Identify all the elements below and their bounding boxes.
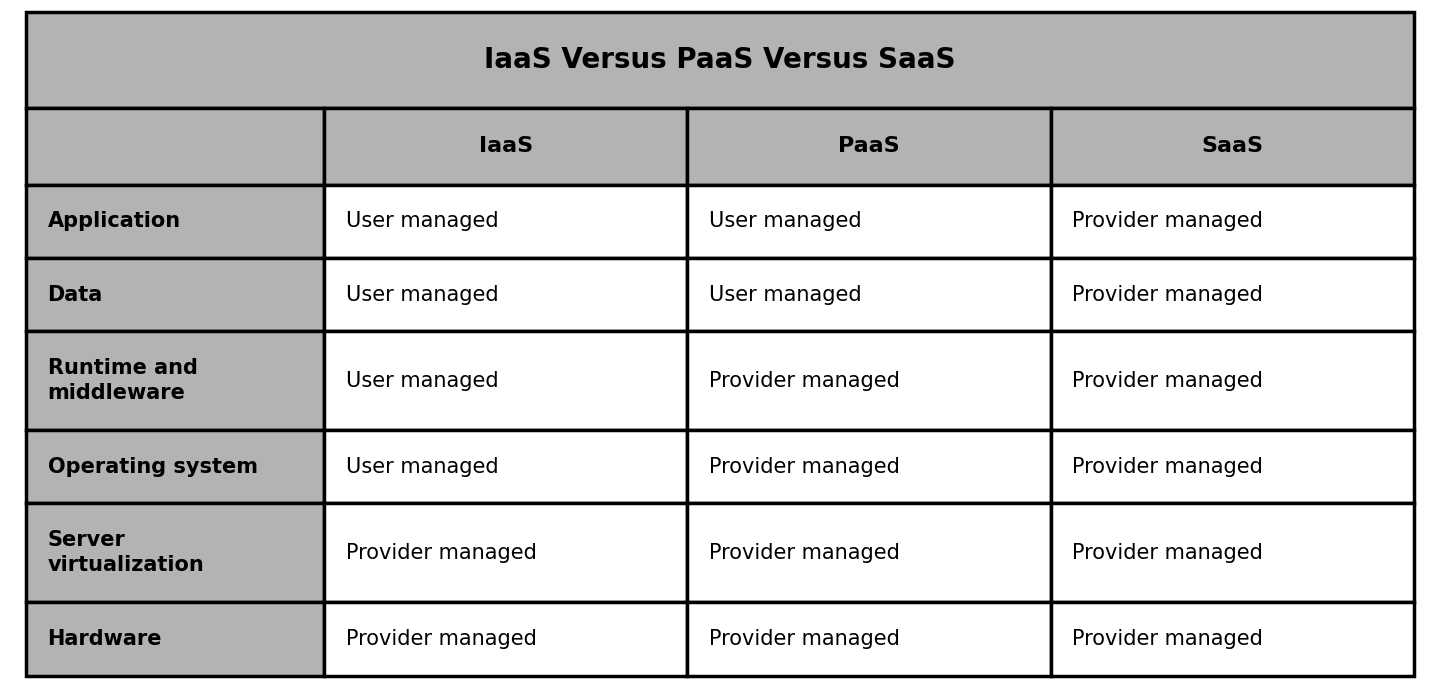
Text: User managed: User managed <box>346 285 498 305</box>
Text: Provider managed: Provider managed <box>1073 629 1263 649</box>
Bar <box>687 504 1051 602</box>
Bar <box>1051 602 1414 676</box>
Bar <box>687 107 1051 184</box>
Bar <box>1051 258 1414 331</box>
Text: SaaS: SaaS <box>1201 136 1263 156</box>
Text: Provider managed: Provider managed <box>1073 371 1263 391</box>
Bar <box>1051 107 1414 184</box>
Bar <box>26 258 324 331</box>
Text: User managed: User managed <box>708 285 861 305</box>
Bar <box>1051 504 1414 602</box>
Bar <box>26 430 324 504</box>
Bar <box>324 107 687 184</box>
Text: Provider managed: Provider managed <box>1073 211 1263 231</box>
Bar <box>26 184 324 258</box>
Bar <box>26 12 1414 107</box>
Bar <box>26 331 324 430</box>
Text: PaaS: PaaS <box>838 136 900 156</box>
Bar <box>687 602 1051 676</box>
Bar <box>1051 184 1414 258</box>
Bar <box>1051 430 1414 504</box>
Bar <box>26 107 324 184</box>
Text: Provider managed: Provider managed <box>708 457 900 477</box>
Text: Provider managed: Provider managed <box>708 543 900 563</box>
Text: Provider managed: Provider managed <box>708 629 900 649</box>
Bar <box>687 184 1051 258</box>
Text: Provider managed: Provider managed <box>1073 457 1263 477</box>
Text: Hardware: Hardware <box>48 629 163 649</box>
Bar <box>324 430 687 504</box>
Text: Operating system: Operating system <box>48 457 258 477</box>
Bar <box>324 602 687 676</box>
Text: User managed: User managed <box>346 371 498 391</box>
Text: User managed: User managed <box>346 211 498 231</box>
Text: User managed: User managed <box>346 457 498 477</box>
Text: Runtime and
middleware: Runtime and middleware <box>48 358 197 403</box>
Bar <box>1051 331 1414 430</box>
Text: Provider managed: Provider managed <box>1073 543 1263 563</box>
Text: User managed: User managed <box>708 211 861 231</box>
Bar <box>26 602 324 676</box>
Bar <box>687 430 1051 504</box>
Bar <box>687 258 1051 331</box>
Text: Server
virtualization: Server virtualization <box>48 530 204 575</box>
Bar <box>687 331 1051 430</box>
Text: Provider managed: Provider managed <box>346 629 537 649</box>
Text: IaaS Versus PaaS Versus SaaS: IaaS Versus PaaS Versus SaaS <box>484 46 956 74</box>
Text: Provider managed: Provider managed <box>346 543 537 563</box>
Text: Provider managed: Provider managed <box>708 371 900 391</box>
Bar <box>324 184 687 258</box>
Text: Application: Application <box>48 211 180 231</box>
Text: Data: Data <box>48 285 102 305</box>
Text: Provider managed: Provider managed <box>1073 285 1263 305</box>
Bar <box>26 504 324 602</box>
Bar <box>324 504 687 602</box>
Bar <box>324 258 687 331</box>
Bar <box>324 331 687 430</box>
Text: IaaS: IaaS <box>478 136 533 156</box>
